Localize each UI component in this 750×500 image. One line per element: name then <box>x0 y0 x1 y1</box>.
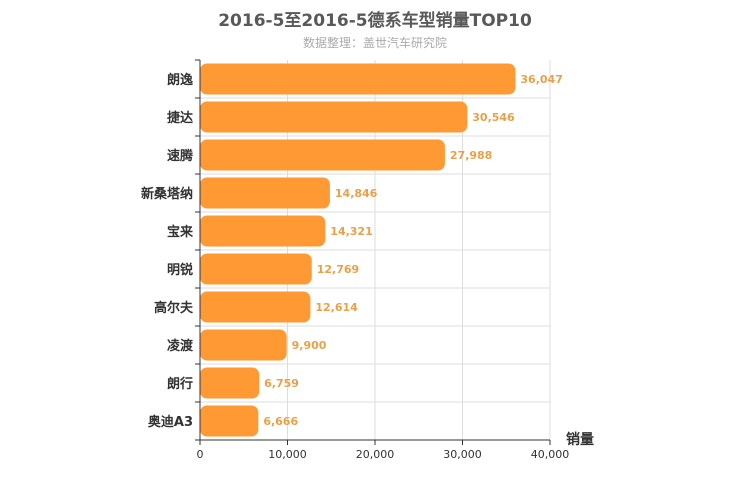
bar <box>200 215 326 247</box>
bar <box>200 177 330 209</box>
chart-subtitle: 数据整理：盖世汽车研究院 <box>302 36 447 50</box>
bar <box>200 139 445 171</box>
category-label: 宝来 <box>167 224 194 240</box>
x-tick-label: 30,000 <box>443 448 482 461</box>
data-label: 6,666 <box>263 415 298 428</box>
category-label: 明锐 <box>167 262 193 278</box>
labels: 36,047 朗逸 30,546 捷达 27,988 速腾 14,846 新桑塔纳 14,321… <box>141 72 569 461</box>
category-label: 朗逸 <box>167 72 193 88</box>
bar <box>200 367 260 399</box>
category-label: 高尔夫 <box>154 300 194 316</box>
bar <box>200 329 287 361</box>
axes <box>195 59 551 445</box>
x-tick-label: 0 <box>197 448 204 461</box>
x-tick-label: 20,000 <box>356 448 395 461</box>
category-label: 新桑塔纳 <box>141 186 193 202</box>
bars <box>200 63 516 437</box>
data-label: 27,988 <box>450 149 492 162</box>
data-label: 6,759 <box>264 377 299 390</box>
category-label: 速腾 <box>167 148 194 164</box>
category-label: 凌渡 <box>167 338 194 354</box>
bar <box>200 253 312 285</box>
data-label: 9,900 <box>292 339 327 352</box>
data-label: 30,546 <box>472 111 515 124</box>
bar <box>200 291 311 323</box>
data-label: 14,321 <box>330 225 372 238</box>
bar <box>200 63 516 95</box>
data-label: 14,846 <box>335 187 378 200</box>
category-label: 奥迪A3 <box>148 414 193 430</box>
data-label: 12,614 <box>315 301 358 314</box>
bar <box>200 101 468 133</box>
x-axis-title: 销量 <box>566 431 594 448</box>
category-label: 朗行 <box>167 376 193 392</box>
category-label: 捷达 <box>167 110 193 126</box>
bar <box>200 405 259 437</box>
chart-title: 2016-5至2016-5德系车型销量TOP10 <box>218 11 532 31</box>
x-tick-label: 40,000 <box>531 448 570 461</box>
data-label: 12,769 <box>317 263 359 276</box>
data-label: 36,047 <box>520 73 562 86</box>
x-tick-label: 10,000 <box>268 448 307 461</box>
